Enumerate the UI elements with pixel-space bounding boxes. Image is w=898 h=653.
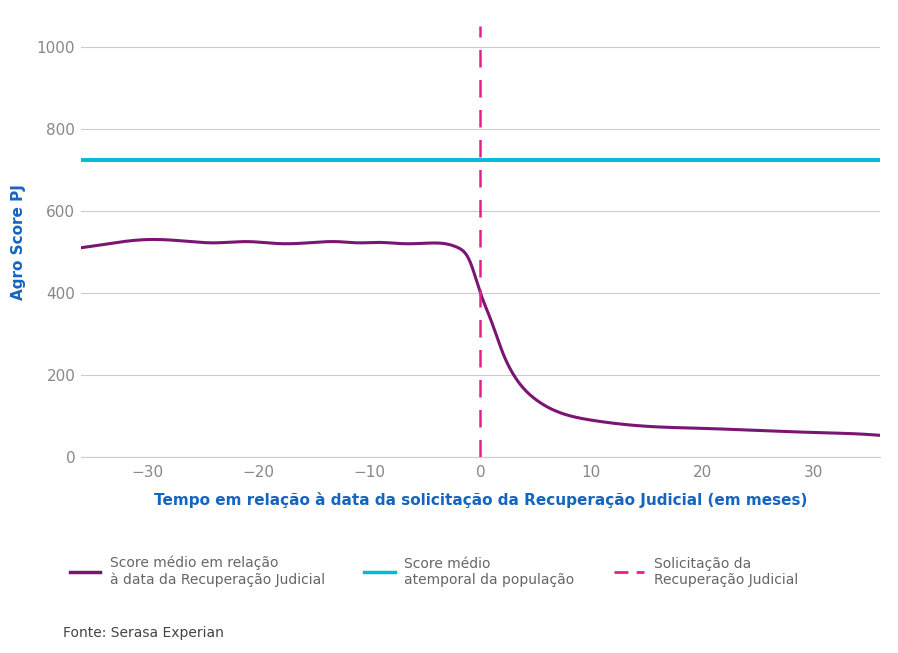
Legend: Score médio em relação
à data da Recuperação Judicial, Score médio
atemporal da : Score médio em relação à data da Recuper… — [70, 556, 798, 587]
X-axis label: Tempo em relação à data da solicitação da Recuperação Judicial (em meses): Tempo em relação à data da solicitação d… — [154, 492, 807, 507]
Y-axis label: Agro Score PJ: Agro Score PJ — [11, 183, 26, 300]
Text: Fonte: Serasa Experian: Fonte: Serasa Experian — [63, 626, 224, 640]
